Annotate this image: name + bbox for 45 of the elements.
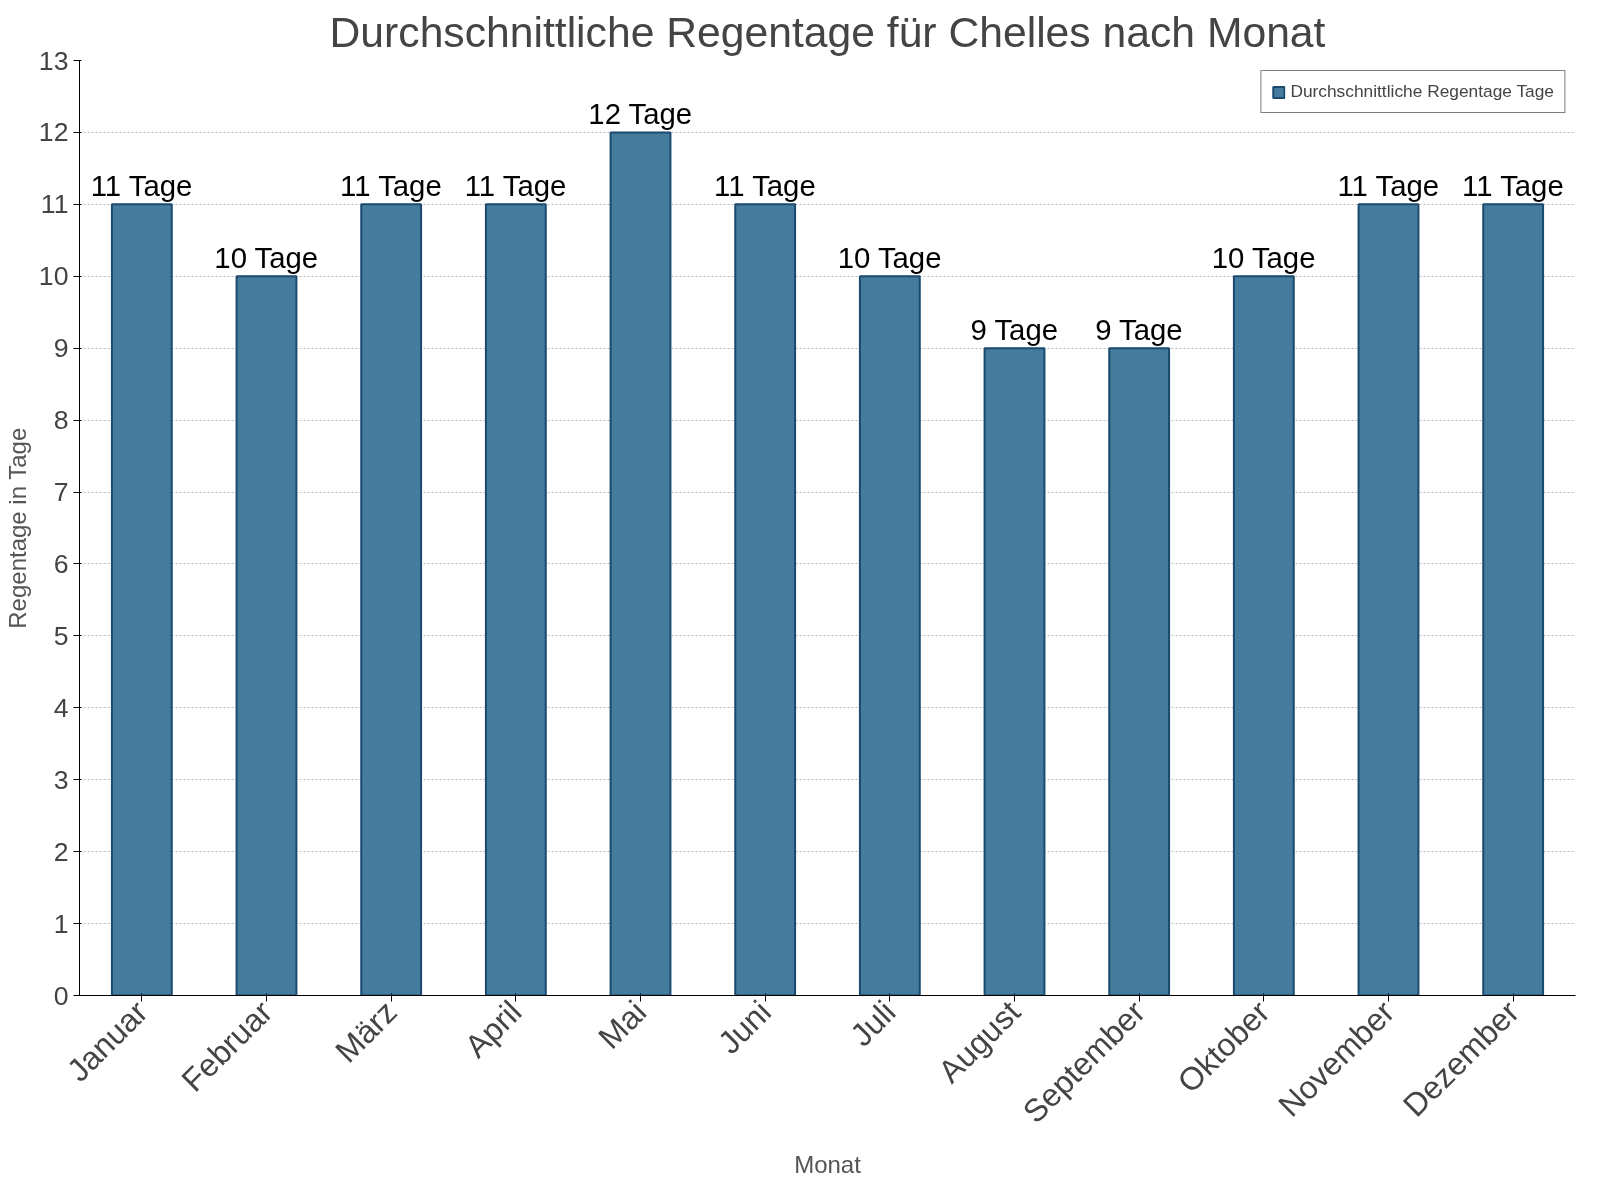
x-tick-label: Mai [591, 993, 654, 1056]
bar [1108, 347, 1171, 996]
x-tick-label: Juli [843, 993, 903, 1054]
data-label: 11 Tage [90, 169, 193, 203]
y-axis-title: Regentage in Tage [3, 427, 31, 629]
y-tick-label: 3 [53, 764, 69, 795]
x-tick-label: Juni [710, 993, 778, 1061]
bar [858, 275, 921, 996]
y-tick-label: 9 [53, 333, 69, 364]
bar [1357, 203, 1420, 996]
y-tick-label: 1 [53, 908, 69, 939]
data-label: 11 Tage [1337, 169, 1440, 203]
data-label: 11 Tage [464, 169, 567, 203]
data-label: 11 Tage [714, 169, 816, 203]
legend-label: Durchschnittliche Regentage Tage [1290, 81, 1554, 102]
bar [609, 131, 672, 996]
y-tick-label: 13 [38, 45, 69, 76]
y-tick-label: 0 [53, 980, 69, 1011]
y-tick-label: 7 [53, 477, 69, 508]
data-label: 10 Tage [214, 241, 319, 275]
y-tick-label: 2 [53, 836, 69, 867]
bar [1482, 203, 1545, 996]
y-tick-label: 8 [53, 405, 69, 436]
bar [110, 203, 173, 996]
y-tick-label: 5 [53, 620, 69, 651]
y-tick-label: 11 [40, 189, 69, 220]
y-tick-label: 10 [38, 261, 69, 292]
y-tick-label: 12 [38, 117, 69, 148]
bar [983, 347, 1046, 996]
data-label: 9 Tage [970, 313, 1058, 347]
y-tick-label: 6 [53, 548, 69, 579]
data-label: 10 Tage [1211, 241, 1316, 275]
chart-title: Durchschnittliche Regentage für Chelles nach Monat [329, 7, 1326, 56]
data-label: 12 Tage [588, 97, 693, 131]
bar [734, 203, 797, 996]
data-label: 9 Tage [1095, 313, 1183, 347]
bar [484, 203, 547, 996]
data-label: 11 Tage [340, 169, 442, 203]
bar [360, 203, 423, 996]
data-label: 10 Tage [837, 241, 942, 275]
data-label: 11 Tage [1462, 169, 1564, 203]
x-axis-title: Monat [794, 1150, 862, 1178]
y-tick-label: 4 [53, 692, 69, 723]
bar [235, 275, 298, 996]
bar [1232, 275, 1295, 996]
